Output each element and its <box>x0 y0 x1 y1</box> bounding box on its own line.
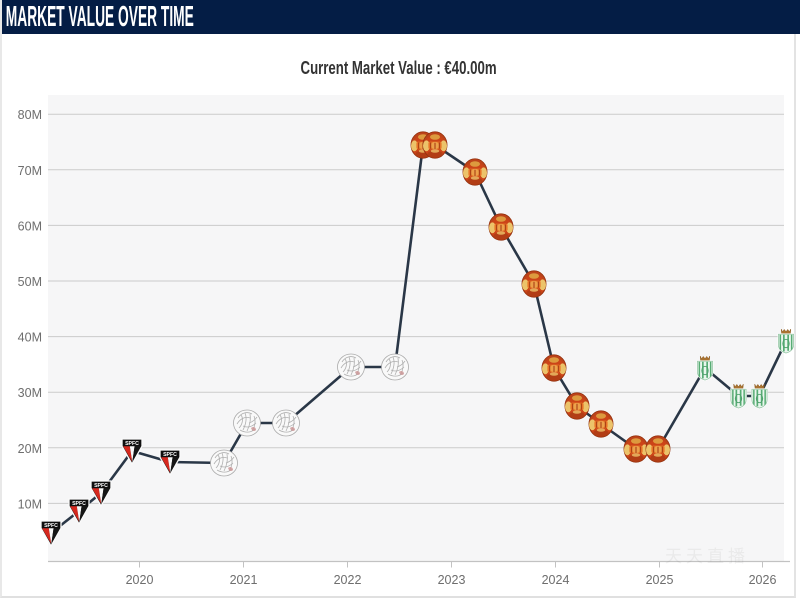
svg-text:2021: 2021 <box>230 573 258 587</box>
svg-text:2026: 2026 <box>749 573 777 587</box>
svg-text:50M: 50M <box>18 275 42 289</box>
svg-text:10M: 10M <box>18 497 42 511</box>
svg-text:40M: 40M <box>18 331 42 345</box>
svg-text:2025: 2025 <box>646 573 674 587</box>
svg-text:天天直播: 天天直播 <box>665 547 749 566</box>
svg-text:30M: 30M <box>18 386 42 400</box>
svg-text:2023: 2023 <box>438 573 466 587</box>
svg-text:80M: 80M <box>18 108 42 122</box>
svg-text:20M: 20M <box>18 442 42 456</box>
svg-text:60M: 60M <box>18 219 42 233</box>
svg-text:2022: 2022 <box>334 573 362 587</box>
svg-text:2024: 2024 <box>542 573 570 587</box>
svg-text:2020: 2020 <box>126 573 154 587</box>
svg-text:70M: 70M <box>18 164 42 178</box>
